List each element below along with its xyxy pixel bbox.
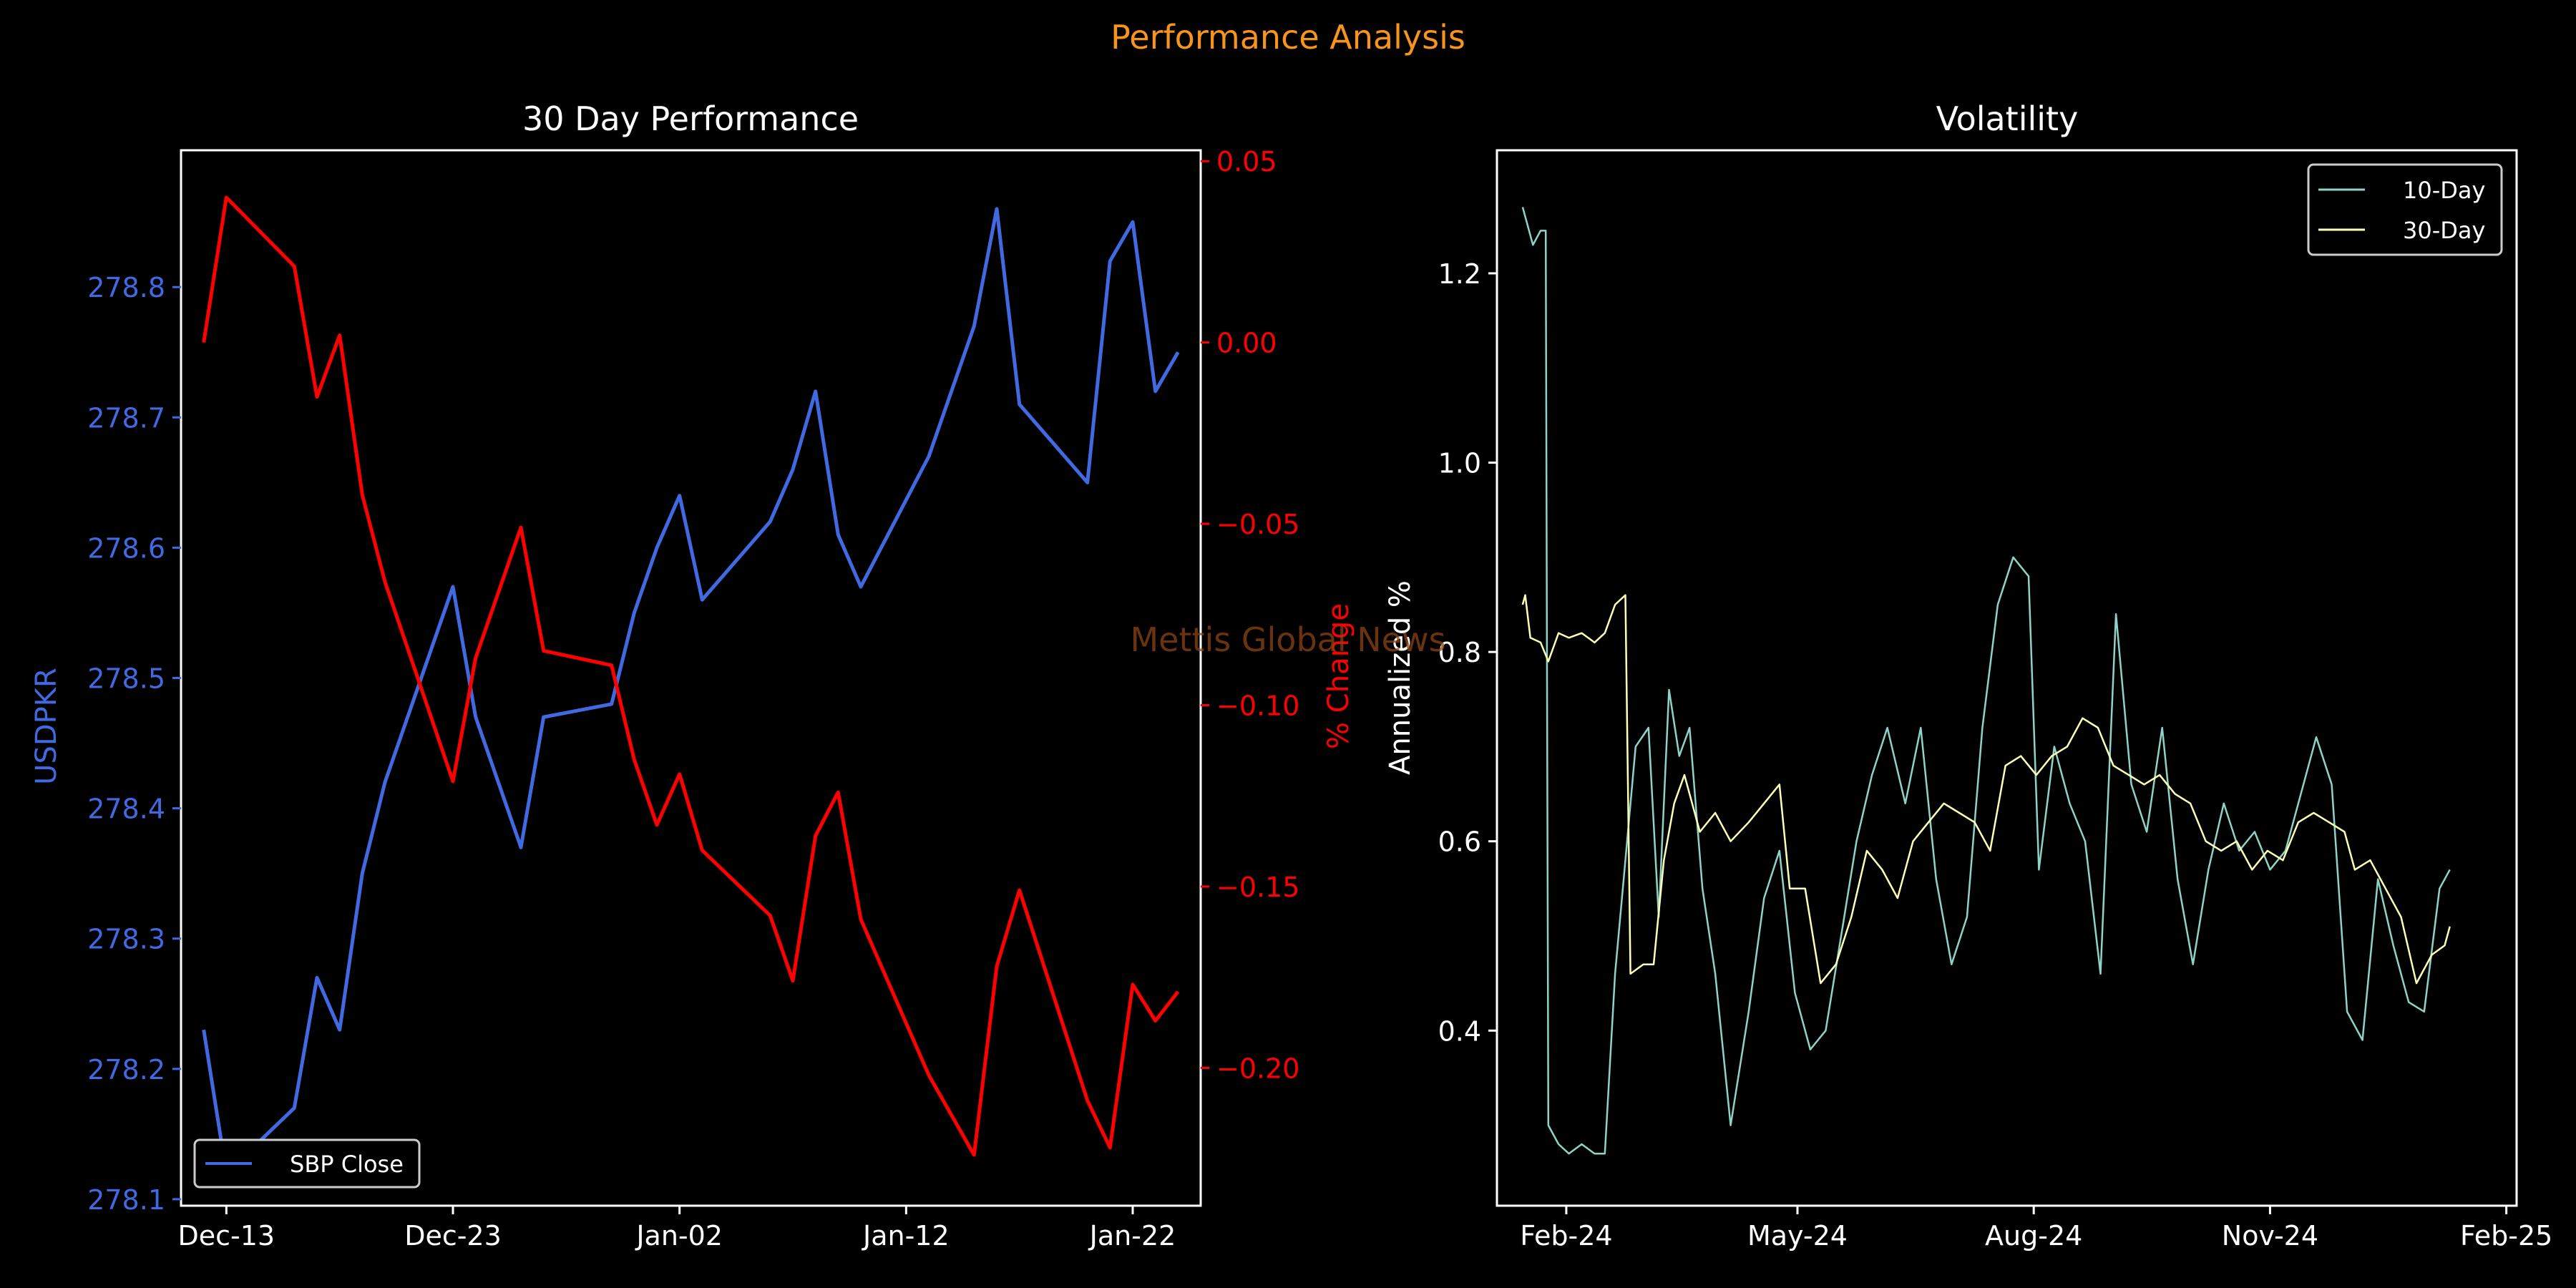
x-tick-label: May-24 — [1747, 1220, 1848, 1252]
x-tick-label: Aug-24 — [1985, 1220, 2082, 1252]
performance-chart-lines — [202, 195, 1180, 1175]
usdpkr-tick-label: 278.7 — [87, 402, 165, 434]
pct-change-tick-label: −0.15 — [1216, 872, 1299, 903]
usdpkr-tick-label: 278.8 — [87, 272, 165, 303]
usdpkr-tick-label: 278.1 — [87, 1184, 165, 1216]
performance-chart: 30 Day Performance Dec-13 Dec-23 Jan-02 Jan… — [30, 99, 1355, 1252]
pct-change-axis-label: % Change — [1322, 603, 1355, 749]
x-tick-label: Dec-23 — [404, 1220, 502, 1252]
30-day-volatility-line — [1521, 594, 2451, 985]
usdpkr-tick-label: 278.4 — [87, 794, 165, 825]
pct-change-tick-label: −0.10 — [1216, 691, 1299, 722]
volatility-legend-box — [2307, 163, 2503, 256]
10-day-volatility-line — [1521, 207, 2451, 1155]
x-tick-label: Feb-25 — [2460, 1220, 2552, 1252]
10-day-legend-label: 10-Day — [2403, 177, 2485, 204]
x-tick-label: Jan-22 — [1088, 1220, 1176, 1252]
pct-change-tick-label: 0.05 — [1216, 146, 1277, 177]
x-tick-label: Jan-12 — [862, 1220, 950, 1252]
sbp-close-line — [202, 207, 1180, 1175]
x-tick-label: Jan-02 — [635, 1220, 723, 1252]
x-tick-label: Nov-24 — [2222, 1220, 2318, 1252]
y-tick-label: 1.2 — [1438, 258, 1481, 290]
annualized-axis-label: Annualized % — [1384, 580, 1417, 775]
y-tick-label: 1.0 — [1438, 448, 1481, 479]
x-tick-label: Feb-24 — [1520, 1220, 1612, 1252]
performance-chart-title: 30 Day Performance — [522, 99, 859, 138]
pct-change-line — [202, 195, 1180, 1157]
volatility-chart: Volatility Feb-24 May-24 Aug-24 Nov-24 Feb-2… — [1384, 99, 2552, 1252]
pct-change-tick-label: 0.00 — [1216, 328, 1277, 359]
sbp-close-legend-label: SBP Close — [290, 1151, 404, 1178]
volatility-plot-frame — [1496, 149, 2518, 1207]
figure-title: Performance Analysis — [1111, 18, 1465, 57]
y-tick-label: 0.8 — [1438, 637, 1481, 668]
volatility-chart-axes: Feb-24 May-24 Aug-24 Nov-24 Feb-25 0.4 0.6 0.8 1… — [1438, 149, 2552, 1252]
usdpkr-tick-label: 278.5 — [87, 663, 165, 695]
usdpkr-tick-label: 278.2 — [87, 1054, 165, 1085]
watermark: Mettis Global News — [1130, 620, 1445, 659]
volatility-legend[interactable]: 10-Day 30-Day — [2307, 163, 2503, 256]
y-tick-label: 0.4 — [1438, 1015, 1481, 1047]
30-day-legend-label: 30-Day — [2403, 217, 2485, 244]
x-tick-label: Dec-13 — [178, 1220, 275, 1252]
y-tick-label: 0.6 — [1438, 826, 1481, 858]
pct-change-tick-label: −0.05 — [1216, 509, 1299, 540]
performance-legend[interactable]: SBP Close — [193, 1138, 421, 1189]
usdpkr-tick-label: 278.6 — [87, 532, 165, 564]
volatility-chart-title: Volatility — [1936, 99, 2079, 138]
pct-change-tick-label: −0.20 — [1216, 1053, 1299, 1084]
volatility-chart-lines — [1521, 207, 2451, 1155]
usdpkr-axis-label: USDPKR — [30, 668, 63, 785]
performance-legend-box — [193, 1138, 421, 1189]
usdpkr-tick-label: 278.3 — [87, 924, 165, 955]
performance-chart-axes: Dec-13 Dec-23 Jan-02 Jan-12 Jan-22 278.1 278.2… — [87, 146, 1299, 1252]
